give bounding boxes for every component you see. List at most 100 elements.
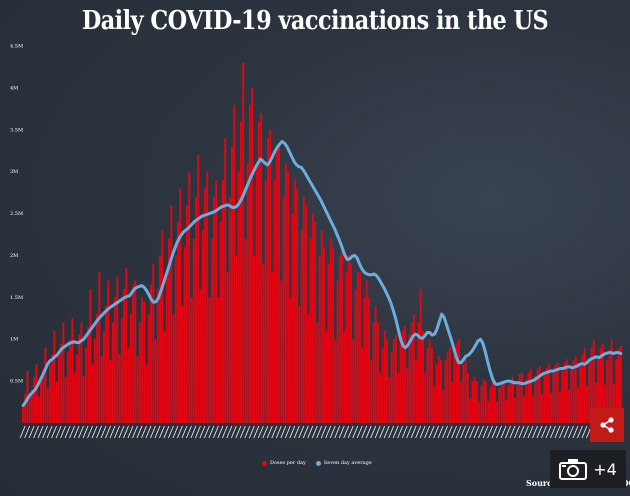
bar [98,272,101,423]
bar [224,138,227,423]
bar [507,385,510,423]
bar [269,129,272,423]
bar [33,376,36,423]
bar [188,171,191,423]
x-tick-mark [217,425,224,439]
bar [30,389,33,423]
bar [374,305,377,423]
bar [177,221,179,423]
bar [93,339,96,423]
bar [545,367,548,423]
bar [541,393,544,423]
legend-label-average: Seven day average [323,460,372,466]
bar [417,322,420,423]
bar [329,238,332,423]
x-tick-mark [105,425,111,439]
x-tick-mark [356,425,363,439]
x-tick-mark [96,425,102,439]
bar [446,351,449,423]
x-tick-mark [442,425,449,439]
x-tick-mark [208,425,215,439]
bar [242,62,245,423]
x-tick-mark [307,425,314,439]
x-tick-mark [514,425,520,439]
bar [100,355,103,423]
x-tick-mark [19,425,26,439]
bar [498,387,501,423]
bar [487,401,490,423]
bar [570,368,573,423]
x-tick-mark [500,425,507,439]
bar [410,322,413,423]
bar [60,343,63,423]
bar [75,354,78,423]
x-tick-mark [379,425,386,439]
x-tick-mark [437,425,444,439]
x-tick-mark [87,425,93,439]
bar [453,351,456,423]
bar [24,393,27,423]
x-tick-mark [505,425,511,439]
bar [192,238,195,423]
bar [116,276,119,423]
x-tick-mark [361,425,368,439]
bar [350,263,353,423]
bar [536,369,539,423]
bar [82,376,85,423]
bar [505,399,508,423]
bar [523,396,526,423]
y-tick-label: 2M [10,253,18,259]
legend: Doses per day Seven day average [262,460,372,466]
bar [215,180,218,423]
bar [345,272,348,423]
bar [406,368,409,423]
bar [244,238,247,423]
x-tick-mark [69,425,75,439]
bar [325,330,328,423]
bar [606,360,609,423]
x-tick-mark [523,425,529,439]
bar [608,349,611,423]
x-tick-mark [473,425,480,439]
x-tick-mark [271,425,278,439]
bar [239,121,242,424]
bar [87,326,90,423]
bar [278,146,281,423]
x-tick-mark [181,425,188,439]
bar [532,395,535,423]
bar [559,391,562,423]
bar [502,381,505,423]
bar [336,280,339,423]
bar [361,347,364,423]
bar [293,180,296,423]
bar [39,381,42,423]
x-tick-mark [82,425,89,439]
share-icon [600,417,614,433]
bar [145,364,148,423]
bar [563,362,566,423]
x-tick-mark [518,425,525,439]
bar [489,386,492,423]
x-tick-mark [163,425,170,439]
bar [53,330,56,423]
y-tick-label: 3.5M [10,127,23,133]
bar [271,272,274,423]
x-tick-mark [482,425,489,439]
x-tick-mark [64,425,71,439]
bar [262,263,265,423]
y-axis: 0.5M 1M 1.5M 2M 2.5M 3M 3.5M 4M 4.5M [10,44,23,385]
bar [381,347,384,423]
bar [195,196,197,423]
gallery-button[interactable]: +4 [550,450,626,488]
bar [500,381,503,423]
share-button[interactable] [590,408,624,442]
x-tick-mark [154,425,161,439]
bar [318,255,321,423]
bar [134,280,137,423]
x-tick-mark [235,425,242,439]
bar [179,188,182,423]
gallery-count: +4 [593,459,617,479]
bar [248,104,251,423]
x-axis-ticks [19,425,624,439]
